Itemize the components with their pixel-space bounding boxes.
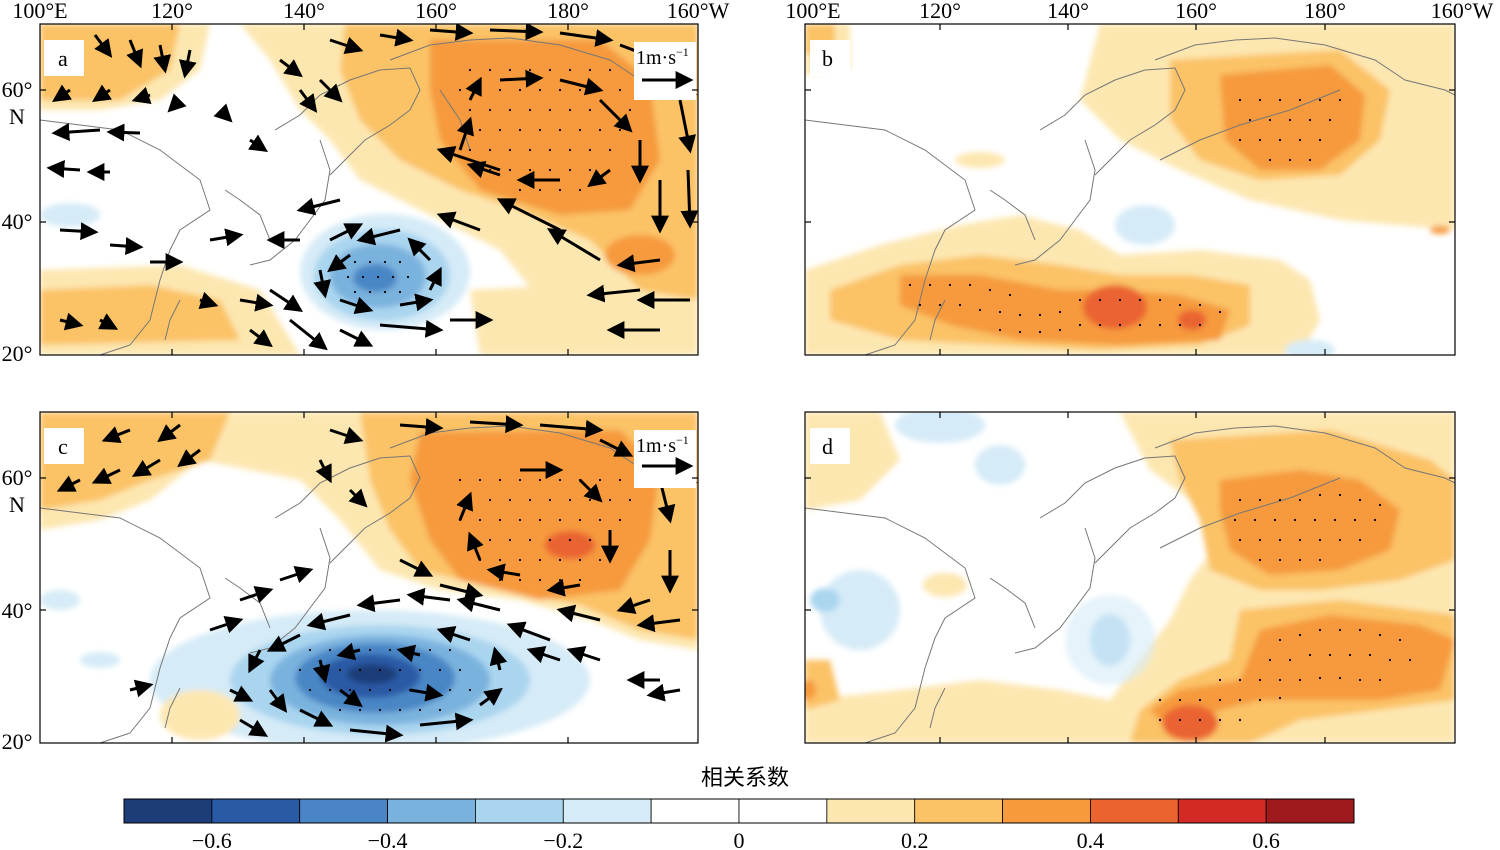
reference-vector-label: 1m·s−1	[636, 45, 689, 69]
lat-label-60: 60°	[2, 465, 33, 490]
significance-stipple	[298, 478, 632, 712]
colorbar-tick-label: −0.2	[543, 828, 583, 850]
significance-stipple	[346, 68, 632, 294]
colorbar-box	[211, 798, 301, 824]
colorbar-box	[914, 798, 1003, 824]
colorbar-box	[475, 798, 564, 824]
colorbar-tick-label: 0.4	[1077, 828, 1105, 850]
panel-c-frame	[39, 411, 699, 744]
colorbar-tick-label: 0	[734, 828, 745, 850]
colorbar-box	[299, 798, 388, 824]
lon-labels-left: 100°E 120° 140° 160° 180° 160°W	[12, 0, 729, 23]
lon-labels-right: 100°E 120° 140° 160° 180° 160°W	[785, 0, 1493, 23]
lon-label-120: 120°	[919, 0, 961, 23]
colorbar-frame	[123, 798, 1355, 824]
significance-stipple	[908, 98, 1342, 334]
colorbar-box	[650, 798, 740, 824]
colorbar-tick-label: 0.6	[1252, 828, 1280, 850]
lat-unit-n: N	[9, 492, 25, 517]
colorbar-box	[1265, 798, 1355, 824]
panel-a-shading: 1m·s−1 a	[40, 24, 698, 355]
colorbar-box	[387, 798, 476, 824]
lon-label-140: 140°	[283, 0, 325, 23]
panel-d-frame	[804, 411, 1456, 744]
panel-c-shading: 1m·s−1 c	[40, 412, 698, 743]
colorbar-tick-label: 0.2	[901, 828, 929, 850]
colorbar-box	[826, 798, 916, 824]
panel-d-letter-box	[810, 428, 850, 464]
colorbar-tick-label: −0.4	[368, 828, 408, 850]
colorbar-box	[562, 798, 652, 824]
panel-a-letter-box	[44, 40, 84, 76]
colorbar-boxes	[123, 798, 1355, 824]
lat-label-40: 40°	[2, 209, 33, 234]
panel-b-ticks	[805, 24, 1455, 355]
lon-label-160w: 160°W	[1431, 0, 1494, 23]
lon-label-180: 180°	[1304, 0, 1346, 23]
panel-a-frame	[39, 23, 699, 356]
lat-label-40: 40°	[2, 598, 33, 623]
coastline	[805, 425, 1455, 743]
colorbar-box	[1090, 798, 1179, 824]
wind-vectors	[56, 415, 681, 743]
panel-c: 1m·s−1 c	[39, 411, 699, 744]
panel-d-letter: d	[822, 434, 833, 459]
significance-stipple	[1158, 493, 1412, 722]
lat-labels-top: 60° N 40° 20°	[2, 77, 33, 366]
colorbar-title: 相关系数	[701, 766, 789, 791]
coastline	[805, 37, 1455, 355]
colorbar-box	[738, 798, 828, 824]
colorbar-box	[1002, 798, 1091, 824]
panel-b-letter-box	[810, 40, 850, 76]
lat-labels-bottom: 60° N 40° 20°	[2, 465, 33, 754]
lat-label-60: 60°	[2, 77, 33, 102]
colorbar-box	[123, 798, 213, 824]
lon-label-120: 120°	[151, 0, 193, 23]
lon-label-160: 160°	[1175, 0, 1217, 23]
lat-unit-n: N	[9, 104, 25, 129]
colorbar-tick-labels: −0.6 −0.4 −0.2 0 0.2 0.4 0.6	[192, 828, 1280, 850]
lat-label-20: 20°	[2, 729, 33, 754]
panel-a-ticks	[40, 24, 698, 355]
panel-d-ticks	[805, 412, 1455, 743]
panel-b-frame	[804, 23, 1456, 356]
panel-b-shading: b	[805, 24, 1455, 355]
lon-label-160w: 160°W	[667, 0, 730, 23]
panel-c-ticks	[40, 412, 698, 743]
panel-d-shading: d	[805, 412, 1455, 743]
lon-label-140: 140°	[1047, 0, 1089, 23]
panel-c-letter-box	[44, 428, 84, 464]
panel-b: b	[804, 23, 1456, 356]
lon-label-100e: 100°E	[785, 0, 840, 23]
panel-b-letter: b	[822, 46, 833, 71]
panel-a-letter: a	[58, 46, 68, 71]
reference-vector-label: 1m·s−1	[636, 433, 689, 457]
colorbar-tick-label: −0.6	[192, 828, 232, 850]
panel-d: d	[804, 411, 1456, 744]
colorbar-box	[1177, 798, 1267, 824]
colorbar: 相关系数 −0.6 −0.4 −0.2 0 0.2 0.4 0.6	[123, 766, 1355, 850]
wind-vectors	[46, 24, 698, 351]
lat-label-20: 20°	[2, 341, 33, 366]
panel-c-letter: c	[58, 434, 68, 459]
lon-label-180: 180°	[547, 0, 589, 23]
lon-label-160: 160°	[415, 0, 457, 23]
lon-label-100e: 100°E	[12, 0, 67, 23]
panel-a: 1m·s−1 a	[39, 23, 699, 356]
